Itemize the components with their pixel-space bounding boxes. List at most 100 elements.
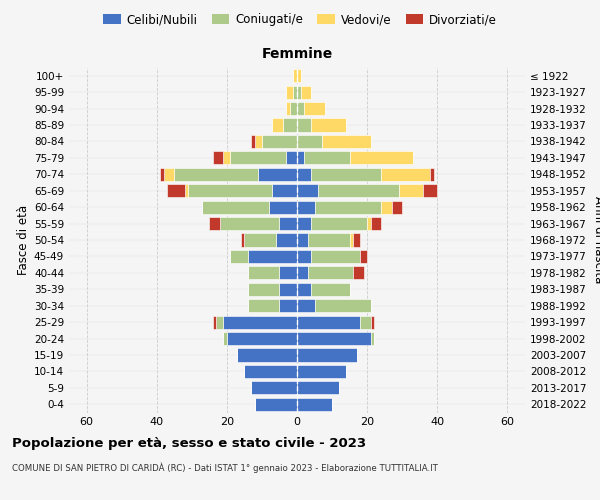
Bar <box>371 316 374 328</box>
Bar <box>223 332 227 345</box>
Bar <box>297 217 311 230</box>
Bar <box>293 69 297 82</box>
Bar <box>318 184 399 198</box>
Bar <box>297 382 339 394</box>
Bar <box>202 200 269 213</box>
Bar <box>311 282 350 296</box>
Bar <box>280 217 297 230</box>
Text: Femmine: Femmine <box>262 46 332 60</box>
Bar <box>269 200 297 213</box>
Bar <box>423 184 437 198</box>
Bar <box>251 382 297 394</box>
Bar <box>280 299 297 312</box>
Bar <box>297 102 304 115</box>
Bar <box>297 200 314 213</box>
Bar <box>381 168 430 181</box>
Bar <box>297 299 314 312</box>
Bar <box>223 316 297 328</box>
Bar <box>392 200 402 213</box>
Bar <box>255 135 262 148</box>
Bar <box>248 299 280 312</box>
Bar <box>353 234 360 246</box>
Bar <box>248 250 297 263</box>
Y-axis label: Fasce di età: Fasce di età <box>17 205 30 275</box>
Bar <box>367 217 371 230</box>
Bar <box>283 118 297 132</box>
Bar <box>297 332 371 345</box>
Legend: Celibi/Nubili, Coniugati/e, Vedovi/e, Divorziati/e: Celibi/Nubili, Coniugati/e, Vedovi/e, Di… <box>98 8 502 31</box>
Bar <box>301 86 311 98</box>
Bar <box>241 234 244 246</box>
Bar <box>280 282 297 296</box>
Bar <box>217 316 223 328</box>
Bar <box>280 266 297 280</box>
Bar <box>308 234 350 246</box>
Bar <box>350 152 413 164</box>
Bar <box>311 118 346 132</box>
Bar <box>213 316 217 328</box>
Bar <box>167 184 185 198</box>
Bar <box>238 348 297 362</box>
Bar <box>272 118 283 132</box>
Bar <box>223 152 230 164</box>
Bar <box>293 86 297 98</box>
Bar <box>290 102 297 115</box>
Bar <box>286 102 290 115</box>
Bar <box>230 152 286 164</box>
Bar <box>297 365 346 378</box>
Bar <box>297 152 304 164</box>
Bar <box>297 69 301 82</box>
Bar <box>350 234 353 246</box>
Bar <box>297 135 322 148</box>
Text: COMUNE DI SAN PIETRO DI CARIDÀ (RC) - Dati ISTAT 1° gennaio 2023 - Elaborazione : COMUNE DI SAN PIETRO DI CARIDÀ (RC) - Da… <box>12 462 438 473</box>
Bar <box>371 332 374 345</box>
Bar <box>220 217 280 230</box>
Bar <box>297 184 318 198</box>
Bar <box>353 266 364 280</box>
Bar <box>188 184 272 198</box>
Bar <box>255 398 297 411</box>
Bar <box>399 184 423 198</box>
Text: Popolazione per età, sesso e stato civile - 2023: Popolazione per età, sesso e stato civil… <box>12 438 366 450</box>
Bar <box>244 234 276 246</box>
Bar <box>304 152 350 164</box>
Bar <box>164 168 174 181</box>
Bar <box>297 234 308 246</box>
Bar <box>381 200 392 213</box>
Bar <box>297 266 308 280</box>
Bar <box>251 135 255 148</box>
Bar <box>185 184 188 198</box>
Bar <box>259 168 297 181</box>
Bar <box>304 102 325 115</box>
Bar <box>311 250 360 263</box>
Bar <box>360 316 371 328</box>
Bar <box>262 135 297 148</box>
Bar <box>213 152 223 164</box>
Bar <box>297 86 301 98</box>
Bar <box>160 168 164 181</box>
Bar <box>174 168 259 181</box>
Bar <box>286 152 297 164</box>
Bar <box>297 316 360 328</box>
Bar <box>371 217 381 230</box>
Bar <box>297 282 311 296</box>
Bar <box>276 234 297 246</box>
Bar <box>297 348 356 362</box>
Bar <box>227 332 297 345</box>
Bar <box>430 168 434 181</box>
Bar <box>248 266 280 280</box>
Bar <box>286 86 293 98</box>
Bar <box>297 168 311 181</box>
Bar <box>311 168 381 181</box>
Bar <box>209 217 220 230</box>
Bar <box>248 282 280 296</box>
Bar <box>360 250 367 263</box>
Bar <box>297 250 311 263</box>
Bar <box>311 217 367 230</box>
Bar <box>297 118 311 132</box>
Bar <box>244 365 297 378</box>
Bar <box>314 299 371 312</box>
Bar <box>230 250 248 263</box>
Bar <box>272 184 297 198</box>
Y-axis label: Anni di nascita: Anni di nascita <box>592 196 600 284</box>
